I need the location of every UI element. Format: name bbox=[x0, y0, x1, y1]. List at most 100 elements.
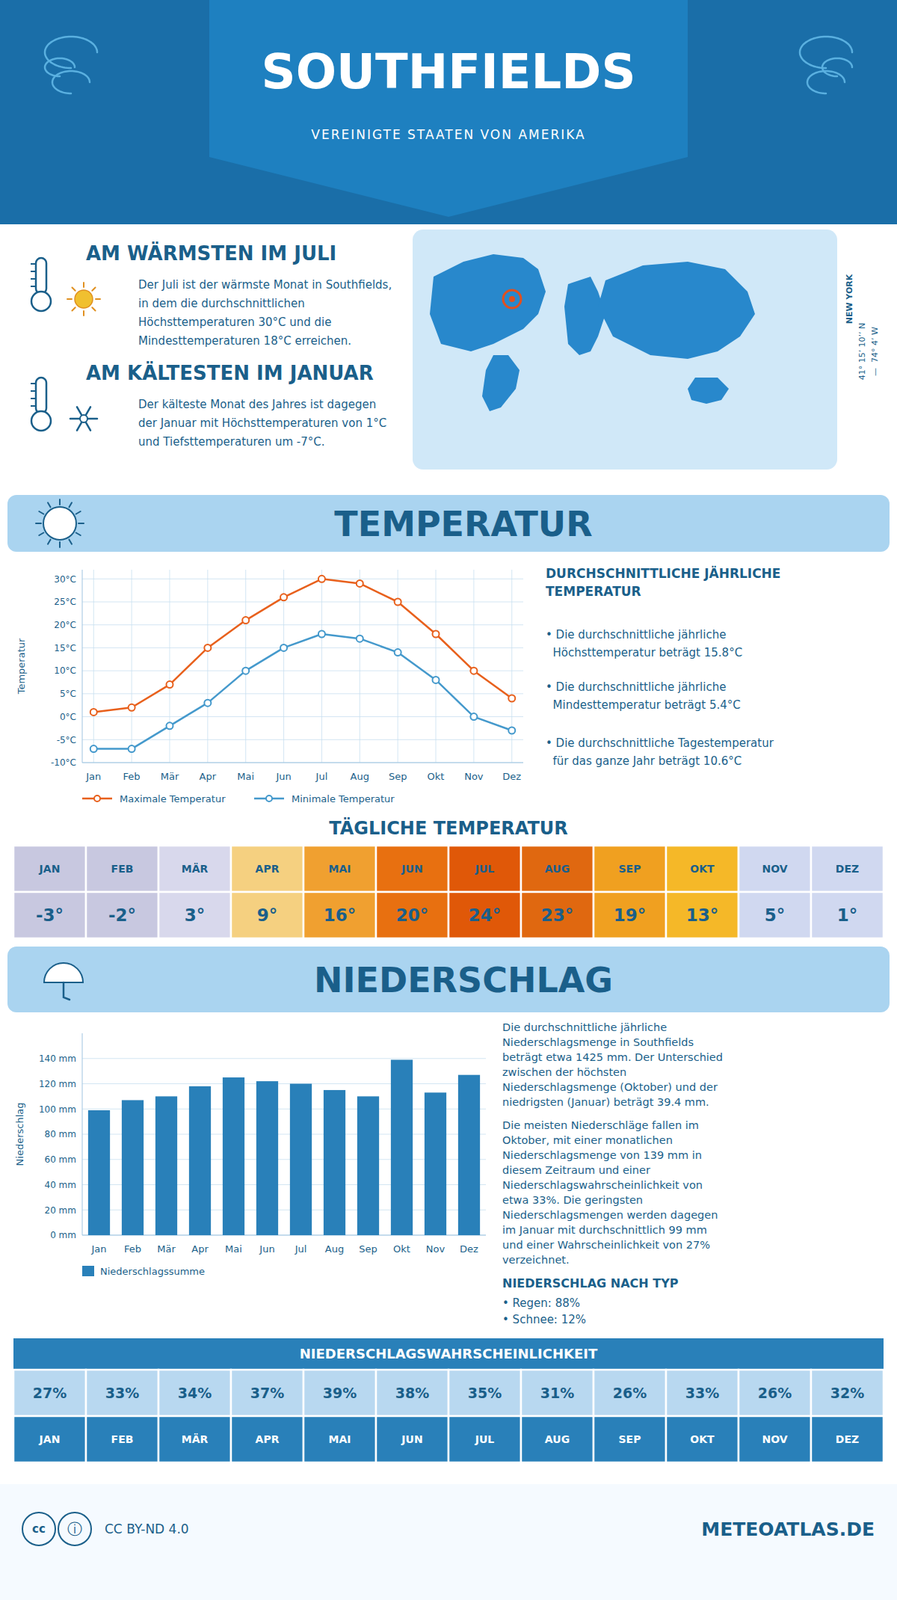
legend-entry: Maximale Temperatur bbox=[119, 793, 226, 805]
y-axis-line bbox=[82, 1033, 83, 1235]
table-month: APR bbox=[255, 862, 280, 875]
sun-icon bbox=[91, 287, 95, 291]
table-cell bbox=[375, 1415, 449, 1463]
data-label: 33% bbox=[685, 1384, 720, 1401]
table-value-cell bbox=[811, 1369, 884, 1416]
y-tick-label-line: -10°C bbox=[50, 757, 77, 768]
header: SOUTHFIELDS VEREINIGTE STAATEN VON AMERIK… bbox=[0, 0, 897, 225]
grid-line bbox=[168, 569, 170, 763]
panel-text-line: verzeichnet. bbox=[502, 1253, 570, 1266]
x-tick-label: Apr bbox=[191, 1243, 209, 1255]
table-value-cell bbox=[738, 1369, 812, 1416]
panel-text-line: Niederschlagswahrscheinlichkeit von bbox=[502, 1178, 703, 1191]
table-cell bbox=[13, 1415, 86, 1463]
x-tick-label: Sep bbox=[388, 770, 408, 782]
table-month: DEZ bbox=[835, 862, 859, 875]
panel-text-line: Die durchschnittliche jährliche bbox=[502, 1021, 667, 1034]
data-label-line: 23° bbox=[541, 905, 575, 925]
panel-text: Die meisten Niederschläge fallen imOktob… bbox=[502, 1119, 718, 1266]
table-month-line: AUG bbox=[544, 1432, 570, 1445]
table-month: NOV bbox=[761, 1432, 788, 1445]
bar bbox=[121, 1099, 144, 1235]
table-title: TÄGLICHE TEMPERATUR bbox=[328, 817, 569, 839]
y-tick-label-line: 30°C bbox=[53, 574, 77, 585]
table-month-line: MÄR bbox=[181, 1432, 209, 1445]
x-tick-label-line: Apr bbox=[191, 1243, 209, 1255]
location-marker bbox=[503, 290, 522, 308]
x-tick-label: Apr bbox=[199, 770, 217, 782]
y-axis-label-line: Temperatur bbox=[15, 637, 27, 695]
y-tick-label-line: 40 mm bbox=[44, 1179, 77, 1191]
grid-line bbox=[82, 647, 524, 649]
table-cell bbox=[666, 1415, 739, 1463]
warmest-text-line: in dem die durchschnittlichen bbox=[138, 296, 305, 311]
table-month: NOV bbox=[761, 862, 788, 875]
license-icon-text-line: ⓘ bbox=[67, 1519, 83, 1538]
section-title: TEMPERATUR bbox=[334, 503, 593, 545]
coldest-text-line: Der kälteste Monat des Jahres ist dagege… bbox=[138, 397, 376, 412]
x-tick-label: Jun bbox=[275, 770, 291, 782]
table-month-line: JAN bbox=[38, 1432, 61, 1445]
table-month-line: MÄR bbox=[181, 862, 209, 875]
table-cell bbox=[85, 845, 159, 892]
section-icon bbox=[44, 962, 83, 983]
map-landmass bbox=[482, 355, 520, 412]
table-value-cell bbox=[738, 891, 812, 939]
bar bbox=[357, 1095, 379, 1235]
page-title-line: SOUTHFIELDS bbox=[261, 44, 637, 100]
table-month-line: OKT bbox=[689, 1432, 715, 1445]
license-icon-text-line: cc bbox=[32, 1521, 46, 1536]
table-month: AUG bbox=[544, 862, 570, 875]
data-label-line: 13° bbox=[686, 905, 720, 925]
data-label-line: 27% bbox=[32, 1384, 67, 1401]
section-icon bbox=[35, 522, 42, 524]
panel-bullet: • Die durchschnittliche jährliche Höchst… bbox=[545, 627, 743, 660]
table-month-line: DEZ bbox=[835, 1432, 859, 1445]
table-value-cell bbox=[375, 891, 449, 939]
table-cell bbox=[521, 845, 594, 892]
snowflake-icon bbox=[76, 406, 91, 430]
y-axis-label: Niederschlag bbox=[14, 1102, 26, 1167]
y-tick-label: 20 mm bbox=[44, 1204, 77, 1216]
data-label-line: 33% bbox=[685, 1384, 720, 1401]
y-tick-label-line: 0°C bbox=[59, 711, 77, 723]
data-label-line: 3° bbox=[184, 905, 206, 925]
table-value-cell bbox=[13, 1369, 86, 1416]
table-month: JAN bbox=[38, 862, 61, 875]
data-point bbox=[204, 644, 211, 652]
data-label-line: 39% bbox=[322, 1384, 357, 1401]
x-tick-label: Sep bbox=[358, 1243, 378, 1255]
y-tick-label-line: 140 mm bbox=[38, 1053, 77, 1064]
page-subtitle: VEREINIGTE STAATEN VON AMERIKA bbox=[310, 127, 586, 143]
y-tick-label-line: 100 mm bbox=[38, 1104, 77, 1115]
x-tick-label: Mär bbox=[160, 770, 180, 782]
data-label-line: 9° bbox=[257, 905, 279, 925]
y-tick-label: 5°C bbox=[59, 688, 77, 699]
data-label: 35% bbox=[467, 1384, 502, 1401]
panel-text-line: niedrigsten (Januar) beträgt 39.4 mm. bbox=[502, 1095, 710, 1108]
data-label: 31% bbox=[540, 1384, 575, 1401]
coldest-title: AM KÄLTESTEN IM JANUAR bbox=[85, 361, 374, 385]
y-tick-label: 40 mm bbox=[44, 1179, 77, 1191]
section-icon bbox=[76, 532, 81, 536]
grid-line bbox=[82, 670, 524, 672]
x-tick-label-line: Jun bbox=[258, 1243, 275, 1255]
grid-line bbox=[93, 569, 95, 763]
map-background bbox=[412, 229, 838, 470]
x-tick-label: Feb bbox=[123, 770, 141, 782]
sun-icon bbox=[95, 298, 101, 300]
x-tick-label-line: Aug bbox=[350, 770, 370, 782]
bar bbox=[390, 1059, 413, 1235]
wind-icon bbox=[799, 36, 853, 69]
x-tick-label: Nov bbox=[426, 1243, 446, 1255]
bar bbox=[424, 1092, 447, 1235]
table-value-cell bbox=[448, 891, 522, 939]
x-tick-label-line: Aug bbox=[325, 1243, 344, 1255]
bar bbox=[189, 1086, 211, 1235]
grid-line bbox=[435, 569, 437, 763]
table-cell bbox=[593, 1415, 667, 1463]
y-tick-label-line: 10°C bbox=[53, 665, 77, 676]
data-point bbox=[280, 593, 288, 601]
data-point bbox=[242, 667, 249, 675]
table-cell bbox=[375, 845, 449, 892]
